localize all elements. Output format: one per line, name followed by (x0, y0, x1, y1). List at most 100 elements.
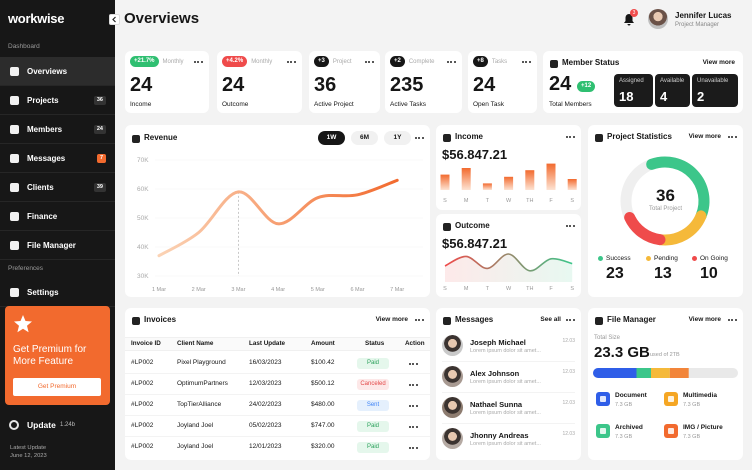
stat-caption: Monthly (251, 58, 273, 65)
size-note: used of 2TB (650, 352, 680, 358)
icon (595, 134, 603, 142)
view-more[interactable]: See all (540, 316, 561, 323)
dot (412, 447, 414, 449)
bar (461, 168, 471, 190)
stat-badge: +21.7% (130, 56, 159, 67)
range-tab[interactable]: 6M (351, 131, 378, 145)
dot (412, 384, 414, 386)
more-options[interactable] (407, 361, 419, 367)
x-tick-label: S (570, 198, 574, 204)
nav-item[interactable]: Projects 36 (0, 86, 115, 115)
stat-value: 36 (314, 74, 337, 96)
nav-item[interactable]: Finance (0, 202, 115, 231)
y-tick-label: 40K (137, 244, 149, 251)
stat-caption: Project (332, 58, 352, 65)
icon (443, 317, 451, 325)
more-options[interactable] (363, 59, 375, 65)
view-more[interactable]: View more (375, 316, 408, 323)
member-box-label: Available (660, 78, 685, 84)
more-options[interactable] (285, 59, 297, 65)
outcome-area (445, 253, 573, 282)
nav-badge: 36 (93, 96, 106, 105)
dot (734, 136, 737, 138)
dot (528, 61, 531, 63)
nav-item[interactable]: Clients 39 (0, 173, 115, 202)
x-tick-label: TH (526, 198, 533, 204)
more-options[interactable] (413, 317, 425, 323)
table-header-bg (125, 337, 430, 351)
nav-item[interactable]: Messages 7 (0, 144, 115, 173)
more-options[interactable] (726, 317, 738, 323)
range-tab[interactable]: 1W (318, 131, 345, 145)
dot (731, 136, 733, 138)
premium-button[interactable]: Get Premium (13, 378, 101, 396)
more-options[interactable] (520, 59, 532, 65)
nav-item[interactable]: Overviews (0, 57, 115, 86)
card-title: File Manager (607, 315, 656, 324)
more-options[interactable] (726, 134, 738, 140)
card-title: Project Statistics (607, 132, 672, 141)
dot (727, 319, 730, 321)
legend-value: 10 (700, 265, 718, 282)
status-pill: Sent (357, 400, 389, 411)
outcome-card: Outcome $56.847.21 S M T W TH F S (436, 214, 581, 297)
avatar (442, 397, 463, 418)
status-pill: Canceled (357, 379, 389, 390)
chart: 70K 60K 50K 40K 30K 1 Mar 2 Mar 3 Mar 4 Mar 5 Mar… (137, 157, 423, 293)
dot (415, 405, 418, 407)
more-options[interactable] (407, 424, 419, 430)
x-tick-label: 6 Mar (350, 287, 364, 293)
total-label: Total Project (648, 206, 682, 212)
more-options[interactable] (564, 223, 576, 229)
stat-card: +8 Tasks 24 Open Task (468, 51, 537, 113)
x-tick-label: S (443, 286, 447, 292)
more-options[interactable] (564, 317, 576, 323)
nav-item[interactable]: Members 24 (0, 115, 115, 144)
stat-value: 235 (390, 74, 424, 96)
collapse-button[interactable] (109, 14, 120, 25)
dot (200, 61, 203, 63)
more-options[interactable] (564, 134, 576, 140)
view-more[interactable]: View more (688, 133, 721, 140)
stat-badge: +2 (390, 56, 405, 67)
dot (408, 447, 411, 449)
range-tab[interactable]: 1Y (384, 131, 411, 145)
dot (293, 61, 296, 63)
table-cell: #LP002 (131, 380, 154, 387)
dot (565, 319, 568, 321)
folder-name: IMG / Picture (683, 424, 723, 431)
column-header: Last Update (249, 340, 286, 347)
view-more[interactable]: View more (702, 59, 735, 66)
latest-label: Latest Update (10, 445, 47, 451)
table-cell: $100.42 (311, 359, 335, 366)
message-time: 12.03 (562, 431, 575, 437)
user-name: Jennifer Lucas (675, 11, 732, 20)
y-tick-label: 50K (137, 215, 149, 222)
dot (453, 61, 456, 63)
nav-item[interactable]: Settings (0, 278, 115, 307)
x-tick-label: TH (526, 286, 533, 292)
folder-icon-inner (600, 428, 606, 434)
more-options[interactable] (407, 382, 419, 388)
card-title: Messages (455, 315, 494, 324)
notifications[interactable]: 3 (621, 9, 638, 27)
table-cell: Joyland Joel (177, 422, 214, 429)
update-icon (9, 420, 19, 430)
nav-item[interactable]: File Manager (0, 231, 115, 260)
more-options[interactable] (407, 403, 419, 409)
message-name: Joseph Michael (470, 338, 526, 347)
x-tick-label: T (486, 286, 490, 292)
view-more[interactable]: View more (688, 316, 721, 323)
bell-icon (624, 14, 634, 26)
dot (572, 225, 575, 227)
more-options[interactable] (407, 445, 419, 451)
member-box-label: Assigned (619, 78, 644, 84)
more-options[interactable] (445, 59, 457, 65)
dot (368, 61, 370, 63)
row-divider (442, 392, 575, 393)
folder-size: 7.3 GB (683, 402, 701, 408)
more-options[interactable] (413, 135, 425, 141)
status-pill: Paid (357, 421, 389, 432)
message-time: 12.03 (562, 369, 575, 375)
more-options[interactable] (192, 59, 204, 65)
